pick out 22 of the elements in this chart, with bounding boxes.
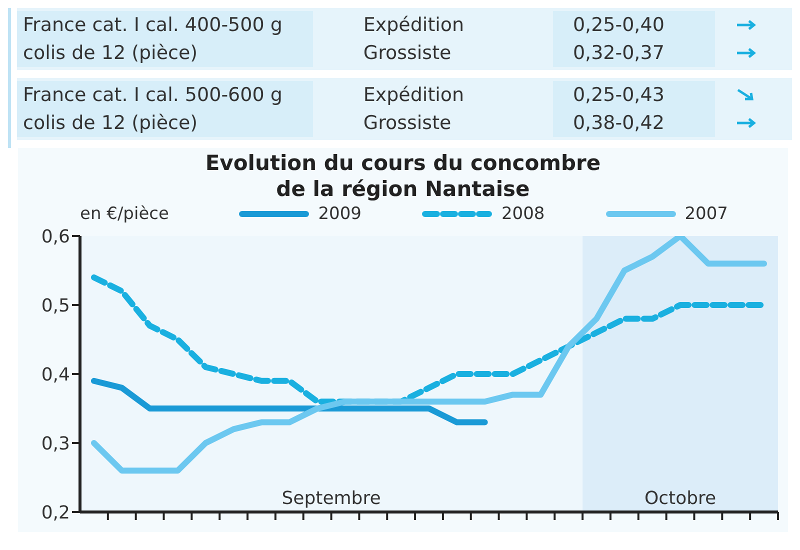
- text: Grossiste: [363, 111, 452, 136]
- annotation: Octobre: [644, 488, 716, 509]
- text: 0,25-0,40: [572, 13, 666, 38]
- text: Grossiste: [363, 41, 452, 66]
- text: 0,38-0,42: [572, 111, 666, 136]
- y-tick-label: 0,4: [41, 364, 70, 386]
- text: Expédition: [363, 13, 466, 38]
- chart-title: Evolution du cours du concombre de la région Nantaise: [204, 150, 602, 202]
- text: Expédition: [363, 83, 466, 108]
- legend-label: 2007: [684, 204, 728, 224]
- text: 0,25-0,43: [572, 83, 666, 108]
- legend-label: 2009: [318, 204, 362, 224]
- annotation: Septembre: [282, 488, 381, 509]
- y-axis-title: en €/pièce: [79, 204, 170, 224]
- y-tick-label: 0,2: [41, 502, 70, 524]
- legend-label: 2008: [501, 204, 545, 224]
- y-tick-label: 0,3: [41, 433, 70, 454]
- text: France cat. I cal. 400-500 g colis de 12 (pièce): [17, 11, 314, 67]
- y-tick-label: 0,5: [41, 295, 70, 316]
- text: 0,32-0,37: [572, 41, 666, 66]
- y-tick-label: 0,6: [41, 226, 70, 248]
- text: France cat. I cal. 500-600 g colis de 12 (pièce): [17, 81, 314, 137]
